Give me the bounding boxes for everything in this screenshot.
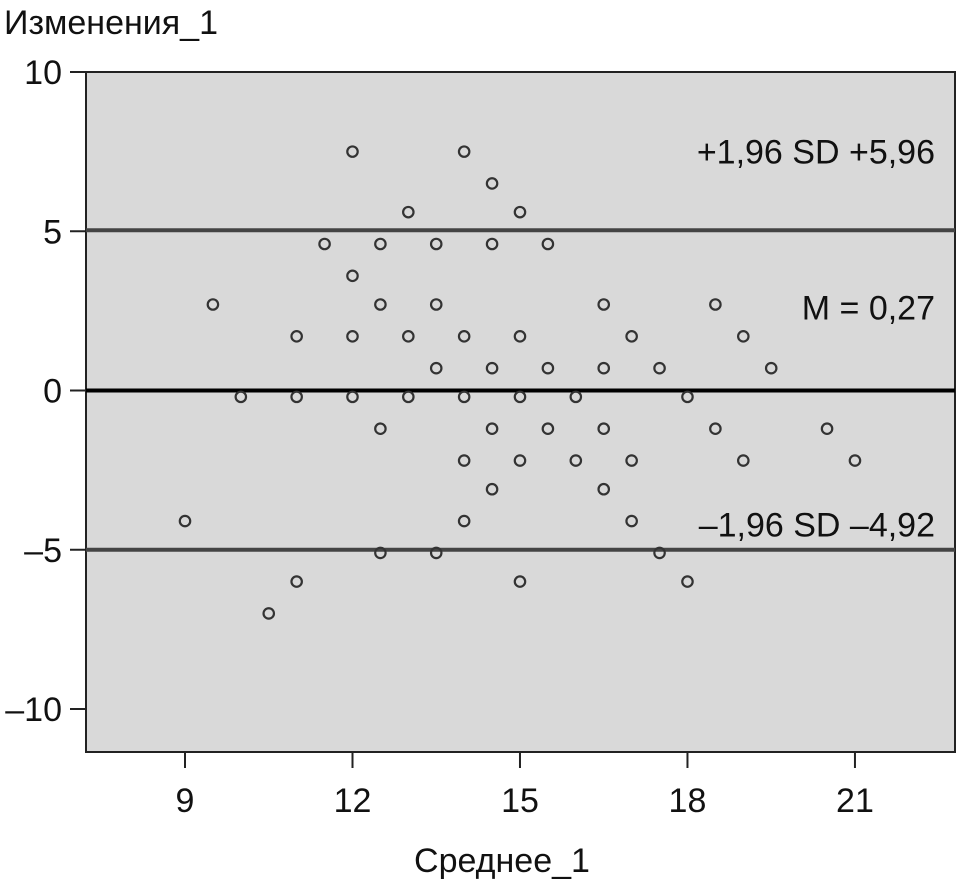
data-point bbox=[541, 237, 555, 251]
reference-line-label: –1,96 SD –4,92 bbox=[699, 506, 935, 544]
data-point bbox=[709, 422, 722, 436]
data-point bbox=[402, 390, 415, 404]
data-point bbox=[625, 454, 638, 467]
data-point bbox=[513, 390, 527, 404]
data-point bbox=[625, 514, 638, 528]
data-point bbox=[457, 454, 471, 467]
y-tick-label: 5 bbox=[43, 213, 62, 251]
data-points bbox=[178, 145, 862, 620]
data-point bbox=[346, 390, 359, 404]
reference-labels: +1,96 SD +5,96 M = 0,27 –1,96 SD –4,92 bbox=[697, 134, 935, 545]
data-point bbox=[234, 390, 248, 404]
plot-area bbox=[85, 71, 956, 753]
y-tick-label: 10 bbox=[24, 54, 62, 92]
data-point bbox=[681, 575, 694, 588]
data-point bbox=[485, 177, 499, 190]
data-point bbox=[429, 546, 443, 560]
data-point bbox=[513, 454, 527, 467]
x-axis: 9 12 15 18 21 bbox=[176, 752, 874, 820]
data-point bbox=[513, 330, 527, 343]
data-point bbox=[318, 237, 331, 251]
data-point bbox=[457, 390, 471, 404]
data-point bbox=[429, 361, 443, 375]
data-point bbox=[457, 514, 471, 528]
data-point bbox=[597, 361, 611, 375]
data-point bbox=[569, 390, 583, 404]
data-point bbox=[681, 390, 694, 404]
x-tick-label: 9 bbox=[176, 782, 195, 820]
data-point bbox=[541, 422, 555, 436]
reference-lines bbox=[86, 228, 955, 552]
data-point bbox=[402, 205, 415, 219]
data-point bbox=[736, 330, 750, 343]
data-point bbox=[513, 575, 527, 588]
data-point bbox=[485, 361, 499, 375]
data-point bbox=[848, 454, 862, 467]
reference-line-label: +1,96 SD +5,96 bbox=[697, 134, 935, 172]
data-point bbox=[374, 298, 387, 311]
data-point bbox=[653, 546, 666, 560]
data-point bbox=[290, 575, 303, 588]
data-point bbox=[429, 237, 443, 251]
data-point bbox=[290, 390, 303, 404]
data-point bbox=[262, 607, 276, 620]
reference-line-label: M = 0,27 bbox=[802, 290, 935, 328]
data-point bbox=[374, 546, 387, 560]
y-tick-label: –5 bbox=[24, 532, 62, 570]
data-point bbox=[374, 237, 387, 251]
data-point bbox=[346, 145, 359, 158]
data-point bbox=[764, 361, 778, 375]
y-tick-label: 0 bbox=[43, 373, 62, 411]
x-tick-label: 15 bbox=[501, 782, 539, 820]
data-point bbox=[625, 330, 638, 343]
data-point bbox=[485, 237, 499, 251]
y-axis: 10 5 0 –5 –10 bbox=[5, 54, 86, 729]
data-point bbox=[485, 422, 499, 436]
x-tick-label: 12 bbox=[334, 782, 372, 820]
data-point bbox=[736, 454, 750, 467]
data-point bbox=[597, 298, 611, 311]
y-tick-label: –10 bbox=[5, 691, 62, 729]
data-point bbox=[513, 205, 527, 219]
data-point bbox=[820, 422, 834, 436]
x-tick-label: 18 bbox=[669, 782, 707, 820]
data-point bbox=[178, 514, 192, 528]
data-point bbox=[346, 330, 359, 343]
data-point bbox=[653, 361, 666, 375]
data-point bbox=[374, 422, 387, 436]
data-point bbox=[597, 482, 611, 496]
data-point bbox=[290, 330, 303, 343]
data-point bbox=[429, 298, 443, 311]
data-point bbox=[541, 361, 555, 375]
data-point bbox=[569, 454, 583, 467]
y-axis-title: Изменения_1 bbox=[4, 4, 218, 42]
data-point bbox=[402, 330, 415, 343]
data-point bbox=[346, 269, 359, 283]
data-point bbox=[485, 482, 499, 496]
data-point bbox=[206, 298, 220, 311]
x-tick-label: 21 bbox=[836, 782, 874, 820]
data-point bbox=[457, 145, 471, 158]
x-axis-title: Среднее_1 bbox=[414, 842, 590, 880]
data-point bbox=[597, 422, 611, 436]
data-point bbox=[457, 330, 471, 343]
data-point bbox=[709, 298, 722, 311]
